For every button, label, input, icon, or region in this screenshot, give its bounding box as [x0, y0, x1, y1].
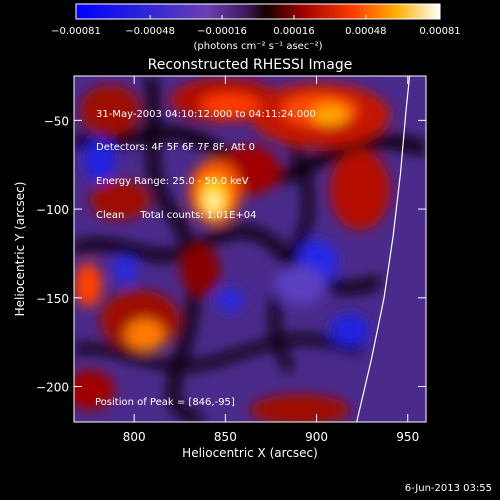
colorbar — [75, 3, 441, 20]
x-tick-label: 850 — [214, 430, 237, 444]
axes: 800 850 900 950 −50 −100 −150 −200 — [36, 76, 426, 444]
colorbar-tick-label: 0.00048 — [345, 26, 386, 37]
observation-info: 31-May-2003 04:10:12.000 to 04:11:24.000… — [96, 86, 316, 233]
colorbar-label: (photons cm⁻² s⁻¹ asec⁻²) — [193, 41, 322, 52]
colorbar-tick-label: −0.00081 — [51, 26, 101, 37]
footer-date: 6-Jun-2013 03:55 — [404, 483, 492, 494]
x-tick-label: 900 — [305, 430, 328, 444]
solar-limb-curve — [356, 76, 411, 422]
colorbar-tick-label: 0.00081 — [419, 26, 460, 37]
colorbar-tick-label: −0.00016 — [197, 26, 247, 37]
y-tick-label: −150 — [36, 292, 69, 306]
peak-position-label: Position of Peak = [846,-95] — [95, 397, 235, 408]
info-line-time: 31-May-2003 04:10:12.000 to 04:11:24.000 — [96, 108, 316, 120]
colorbar-tick-label: 0.00016 — [273, 26, 314, 37]
y-tick-label: −50 — [44, 114, 69, 128]
info-line-clean: Clean Total counts: 1.01E+04 — [96, 210, 257, 222]
colorbar-tick-label: −0.00048 — [125, 26, 175, 37]
plot-frame — [73, 75, 427, 423]
colorbar-ticks: −0.00081 −0.00048 −0.00016 0.00016 0.00048 0.… — [51, 15, 461, 37]
y-tick-label: −200 — [36, 381, 69, 395]
heatmap-image — [74, 76, 426, 422]
chart-title: Reconstructed RHESSI Image — [148, 57, 353, 73]
y-axis-label: Heliocentric Y (arcsec) — [13, 182, 27, 317]
info-line-detectors: Detectors: 4F 5F 6F 7F 8F, Att 0 — [96, 142, 256, 154]
y-tick-label: −100 — [36, 203, 69, 217]
x-axis-label: Heliocentric X (arcsec) — [182, 446, 318, 460]
info-line-energy: Energy Range: 25.0 - 50.0 keV — [96, 176, 249, 188]
x-tick-label: 950 — [396, 430, 419, 444]
x-tick-label: 800 — [123, 430, 146, 444]
